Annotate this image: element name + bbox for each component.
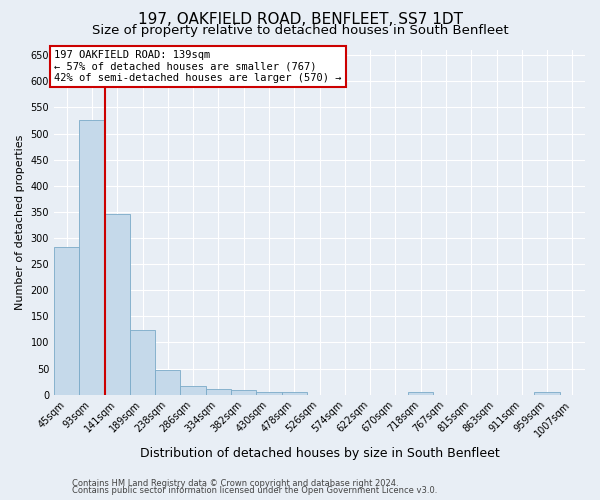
Bar <box>231 390 256 394</box>
Bar <box>104 214 130 394</box>
Bar <box>535 392 560 394</box>
Text: 197 OAKFIELD ROAD: 139sqm
← 57% of detached houses are smaller (767)
42% of semi: 197 OAKFIELD ROAD: 139sqm ← 57% of detac… <box>54 50 341 83</box>
Y-axis label: Number of detached properties: Number of detached properties <box>15 134 25 310</box>
Bar <box>206 390 231 394</box>
Bar <box>281 392 307 394</box>
Text: 197, OAKFIELD ROAD, BENFLEET, SS7 1DT: 197, OAKFIELD ROAD, BENFLEET, SS7 1DT <box>137 12 463 28</box>
Bar <box>408 392 433 394</box>
Bar <box>79 120 104 394</box>
Text: Size of property relative to detached houses in South Benfleet: Size of property relative to detached ho… <box>92 24 508 37</box>
Bar <box>256 392 281 394</box>
Bar <box>130 330 155 394</box>
X-axis label: Distribution of detached houses by size in South Benfleet: Distribution of detached houses by size … <box>140 447 499 460</box>
Bar <box>181 386 206 394</box>
Bar <box>54 247 79 394</box>
Text: Contains HM Land Registry data © Crown copyright and database right 2024.: Contains HM Land Registry data © Crown c… <box>72 478 398 488</box>
Text: Contains public sector information licensed under the Open Government Licence v3: Contains public sector information licen… <box>72 486 437 495</box>
Bar <box>155 370 181 394</box>
